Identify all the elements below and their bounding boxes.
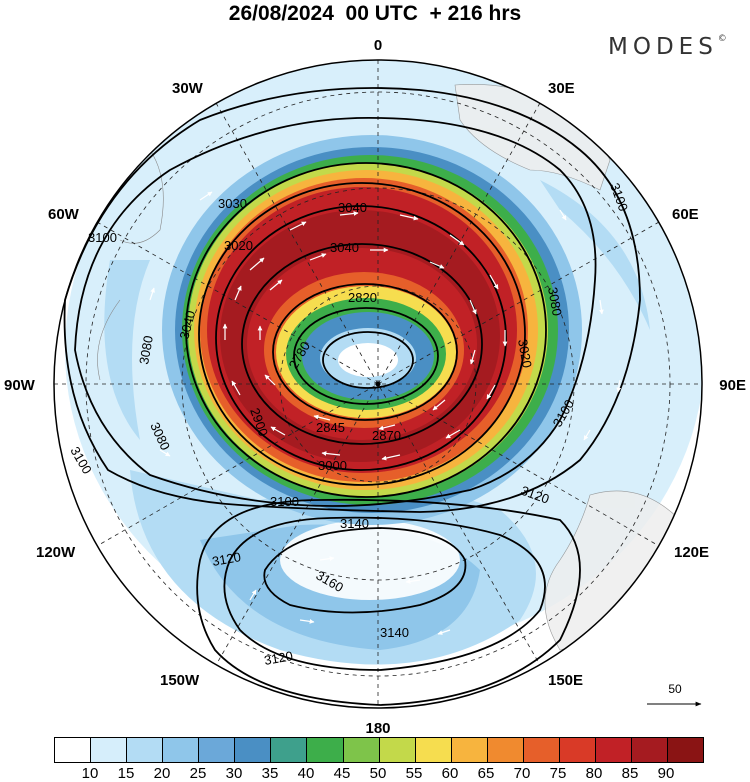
contour-label: 2845	[316, 420, 345, 435]
contour-label: 3040	[338, 200, 367, 215]
legend-swatch	[668, 738, 704, 762]
legend-label: 80	[585, 765, 603, 782]
lon-label-150e: 150E	[548, 672, 583, 689]
contour-label: 3040	[176, 309, 198, 341]
lon-label-120w: 120W	[36, 544, 76, 561]
contour-label: 3080	[545, 286, 565, 317]
brand-logo: MODES©	[608, 34, 727, 60]
contour-label: 3040	[330, 240, 359, 255]
map-title: 26/08/2024 00 UTC + 216 hrs	[228, 2, 522, 25]
legend-label: 40	[297, 765, 315, 782]
legend-label: 45	[333, 765, 351, 782]
legend-label: 65	[477, 765, 495, 782]
legend-label: 55	[405, 765, 423, 782]
lon-label-60e: 60E	[672, 206, 699, 223]
lon-label-30e: 30E	[548, 80, 575, 97]
contour-label: 3120	[211, 549, 242, 569]
legend-swatch	[163, 738, 200, 762]
contour-label: 3140	[380, 625, 409, 640]
legend-swatch	[632, 738, 669, 762]
lon-label-90e: 90E	[719, 377, 746, 394]
contour-label: 2820	[348, 290, 377, 305]
contour-label: 3100	[270, 494, 299, 509]
lon-label-90w: 90W	[4, 377, 36, 394]
pole-marker	[375, 381, 381, 387]
contour-label: 3100	[88, 230, 117, 245]
height-contours	[63, 87, 641, 706]
contour-label: 3000	[318, 458, 347, 473]
contour-label: 3020	[515, 338, 535, 369]
polar-map: 3040 3030 3040 3020 3040 2820 2780 3080 …	[4, 37, 746, 735]
vector-scale: 50	[645, 682, 705, 712]
legend-label: 25	[189, 765, 207, 782]
legend-swatch	[415, 738, 452, 762]
legend-swatch	[523, 738, 560, 762]
lon-label-0: 0	[374, 37, 382, 54]
lon-label-30w: 30W	[172, 80, 204, 97]
contour-label: 3140	[340, 516, 369, 531]
legend-swatch	[55, 738, 92, 762]
vector-scale-arrow	[647, 701, 702, 707]
contour-label: 3030	[218, 196, 247, 211]
longitude-labels: 0 180 90W 90E 30W 60W 120W 150W 30E 60E …	[4, 37, 746, 735]
legend-swatch	[199, 738, 236, 762]
legend-label: 15	[117, 765, 135, 782]
legend-label: 30	[225, 765, 243, 782]
legend-swatch	[559, 738, 596, 762]
legend-label: 75	[549, 765, 567, 782]
contour-label: 3020	[224, 238, 253, 253]
wind-vectors	[149, 191, 622, 635]
legend-swatch	[127, 738, 164, 762]
legend-label: 70	[513, 765, 531, 782]
legend-label: 20	[153, 765, 171, 782]
legend-swatch	[235, 738, 272, 762]
lon-label-120e: 120E	[674, 544, 709, 561]
legend-label: 50	[369, 765, 387, 782]
legend-swatch	[379, 738, 416, 762]
color-legend	[54, 737, 704, 763]
legend-label: 60	[441, 765, 459, 782]
map-boundary	[53, 59, 703, 709]
legend-swatch	[307, 738, 344, 762]
legend-label: 85	[621, 765, 639, 782]
legend-swatch	[487, 738, 524, 762]
legend-swatch	[271, 738, 308, 762]
lon-label-150w: 150W	[160, 672, 200, 689]
legend-label: 35	[261, 765, 279, 782]
legend-label: 90	[657, 765, 675, 782]
legend-swatch	[91, 738, 128, 762]
legend-swatch	[451, 738, 488, 762]
legend-swatch	[595, 738, 632, 762]
contour-labels: 3040 3030 3040 3020 3040 2820 2780 3080 …	[67, 181, 631, 668]
contour-label: 3080	[136, 334, 156, 365]
vector-scale-label: 50	[668, 682, 682, 696]
lon-label-180: 180	[365, 720, 390, 735]
legend-label: 10	[81, 765, 99, 782]
color-legend-labels: 10 15 20 25 30 35 40 45 50 55 60 65 70 75 80 85 90	[54, 765, 702, 782]
lon-label-60w: 60W	[48, 206, 80, 223]
contour-label: 2870	[372, 428, 401, 443]
legend-swatch	[343, 738, 380, 762]
contour-label: 3120	[263, 648, 294, 668]
